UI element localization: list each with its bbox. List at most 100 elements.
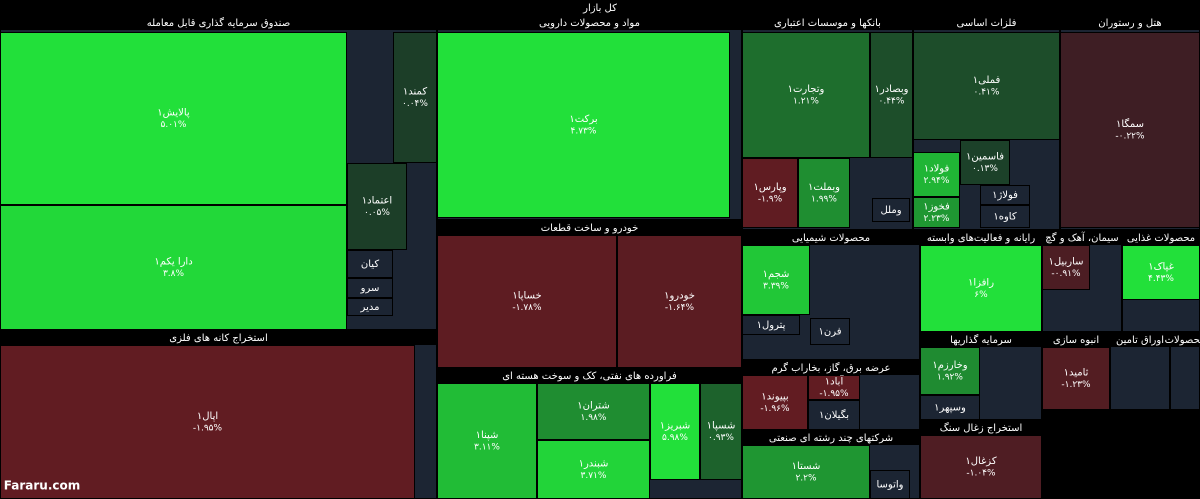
- sector-header: [437, 15, 742, 30]
- sector-name: فراورده های نفتی، کک و سوخت هسته ای: [502, 371, 677, 382]
- sector-name: انبوه سازی: [1053, 335, 1099, 346]
- sector-name: اوراق تامین: [1116, 335, 1164, 346]
- tile-name: شبریز۱: [660, 421, 691, 432]
- tile-name: غپاک۱: [1148, 262, 1174, 273]
- sector-name: شرکتهای چند رشته ای صنعتی: [769, 433, 893, 444]
- tile-name: اعتماد۱: [362, 196, 392, 207]
- tile: [437, 235, 617, 368]
- sector-name: صندوق سرمایه گذاری قابل معامله: [147, 17, 290, 29]
- sector-name: استخراج کانه های فلزی: [169, 333, 267, 344]
- tile-value-label: ۵.۰۱%: [161, 120, 187, 130]
- tile: [742, 158, 798, 228]
- sector-header: [0, 330, 437, 345]
- sector-header: [1042, 332, 1110, 347]
- tile-value-label: ۱.۹۲%: [937, 373, 963, 383]
- tile-name: کاوه۱: [993, 212, 1016, 223]
- tile-name: خودرو۱: [664, 291, 695, 302]
- sector-name: محصولات شیمیایی: [792, 233, 870, 244]
- tile: [347, 250, 393, 278]
- tile: [437, 32, 730, 218]
- tile-value-label: ۳.۸%: [163, 269, 185, 279]
- tile-value-label: ۰.۴۱%: [974, 88, 1000, 98]
- sector-name: هتل و رستوران: [1098, 18, 1161, 29]
- tile: [742, 315, 800, 335]
- tile-value-label: -۱.۹۶%: [760, 404, 790, 414]
- tile-name: برکت۱: [569, 114, 597, 125]
- sector-header: [1060, 15, 1200, 30]
- tile-name: کزغال۱: [965, 456, 996, 467]
- sector-name: مواد و محصولات دارویی: [539, 18, 640, 29]
- watermark: Fararu.com: [4, 479, 81, 493]
- tile: [742, 245, 810, 315]
- tile-value-label: ۵.۹۸%: [662, 433, 688, 443]
- tile-name: سرو: [360, 283, 380, 294]
- tile-value-label: ۰.۰۵%: [364, 208, 390, 218]
- tile: [980, 205, 1030, 228]
- tile-name: خساپا۱: [512, 291, 541, 302]
- sector-name: بانکها و موسسات اعتباری: [774, 18, 881, 29]
- tile: [393, 32, 437, 163]
- tile-name: بپیوند۱: [761, 392, 788, 403]
- tile: [920, 395, 980, 420]
- tile-name: وپارس۱: [753, 182, 786, 193]
- tile-value-label: ۰.۰۴%: [402, 99, 428, 109]
- sector-name: خودرو و ساخت قطعات: [541, 223, 639, 234]
- sector-header: [920, 332, 1042, 347]
- sector-header: [1042, 230, 1122, 245]
- tile: [960, 140, 1010, 185]
- tile: [920, 435, 1042, 499]
- tile-value-label: ۰.۴۴%: [879, 97, 905, 107]
- tile-name: ساربیل۱: [1048, 257, 1083, 268]
- tile-name: وملل: [880, 205, 901, 216]
- tile-value-label: ۳.۱۱%: [474, 443, 500, 453]
- sector-header: [437, 220, 742, 235]
- tile-name: وبملت۱: [808, 182, 840, 193]
- tile-value-label: -۱.۹۵%: [819, 389, 849, 399]
- tile: [742, 445, 870, 499]
- tile-name: وبصادر۱: [875, 84, 909, 95]
- tile: [650, 383, 700, 480]
- tile: [913, 32, 1060, 140]
- tile-name: شبندر۱: [579, 459, 609, 470]
- sector-name: استخراج زغال سنگ: [940, 422, 1022, 434]
- tile-name: فولاژ۱: [992, 190, 1018, 201]
- tile-name: پترول۱: [757, 320, 786, 331]
- tile-name: سمگا۱: [1116, 118, 1144, 130]
- tile-name: شستا۱: [792, 461, 821, 472]
- tile-value-label: ۲.۲۳%: [924, 214, 950, 224]
- tile: [920, 245, 1042, 332]
- tile: [537, 440, 650, 499]
- tile-value-label: ۱.۹۹%: [811, 195, 837, 205]
- tile: [870, 470, 910, 499]
- tile-name: رافزا۱: [968, 278, 994, 289]
- tile-value-label: ۴.۷۳%: [571, 127, 597, 137]
- tile: [920, 347, 980, 395]
- tile: [913, 152, 960, 197]
- tile: [0, 205, 347, 330]
- tile: [810, 318, 850, 345]
- tile-name: مدیر: [360, 302, 380, 313]
- sector-header: [1170, 332, 1200, 347]
- sector-header: [913, 15, 1060, 30]
- tile: [742, 375, 808, 430]
- tile: [808, 400, 860, 430]
- tile: [798, 158, 850, 228]
- tile-name: شسپا۱: [707, 421, 736, 432]
- tile-name: شتران۱: [577, 401, 609, 412]
- tile-value-label: ۲.۹۴%: [924, 176, 950, 186]
- tile: [347, 298, 393, 316]
- tile-name: وسپهر۱: [934, 403, 966, 414]
- tile-name: کمند۱: [403, 87, 427, 98]
- tile-name: فخوز۱: [923, 202, 950, 213]
- tile: [808, 375, 860, 400]
- tile-value-label: ۱.۹۸%: [581, 413, 607, 423]
- sector-header: [920, 230, 1042, 245]
- sector-name: محصولات غذایی: [1127, 233, 1195, 244]
- tile-value-label: -۱.۹%: [758, 195, 783, 205]
- tile: [1060, 32, 1200, 228]
- tile-name: واتوسا: [877, 480, 904, 491]
- tile: [347, 278, 393, 298]
- sector-name: سرمایه گذاریها: [950, 334, 1012, 346]
- sector-name: رایانه و فعالیت‌های وابسته: [927, 233, 1035, 244]
